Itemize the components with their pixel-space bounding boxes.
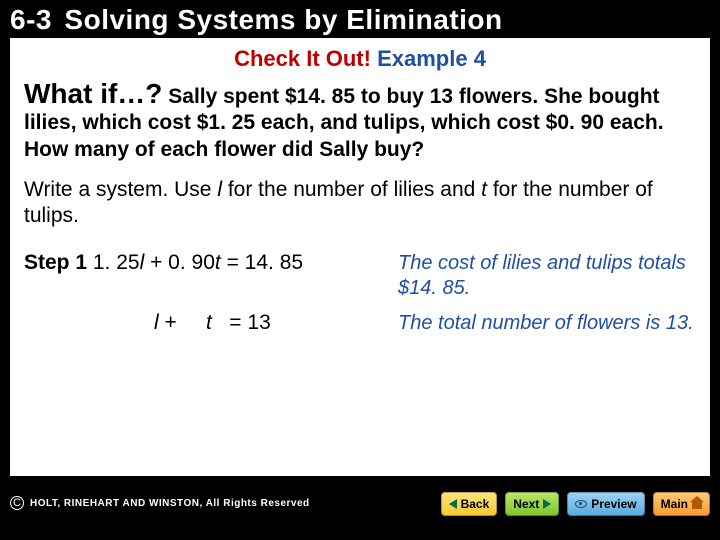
- back-label: Back: [461, 497, 490, 511]
- back-arrow-icon: [449, 499, 457, 509]
- eye-icon: [575, 500, 587, 508]
- step1-eq-a: 1. 25: [87, 251, 140, 274]
- instruction-mid1: for the number of lilies and: [222, 178, 481, 201]
- slide-body: Check It Out! Example 4 What if…? Sally …: [10, 38, 710, 476]
- step-1-row: Step 1 1. 25l + 0. 90t = 14. 85 The cost…: [24, 251, 696, 301]
- slide-footer: C HOLT, RINEHART AND WINSTON, All Rights…: [0, 484, 720, 540]
- steps-block: Step 1 1. 25l + 0. 90t = 14. 85 The cost…: [24, 251, 696, 336]
- example-label: Example 4: [377, 46, 486, 71]
- chapter-number: 6-3: [10, 4, 52, 35]
- check-line: Check It Out! Example 4: [24, 46, 696, 72]
- step-2-row: l + t = 13 The total number of flowers i…: [24, 311, 696, 336]
- chapter-num-text: 6-3: [10, 4, 52, 35]
- step-2-note: The total number of flowers is 13.: [394, 311, 696, 336]
- step2-eq-b: +: [159, 311, 206, 334]
- next-button[interactable]: Next: [505, 492, 559, 516]
- step2-eq-d: = 13: [212, 311, 271, 334]
- back-button[interactable]: Back: [441, 492, 498, 516]
- instruction-text: Write a system. Use l for the number of …: [24, 177, 696, 230]
- step-1-note: The cost of lilies and tulips totals $14…: [394, 251, 696, 301]
- step1-eq-c: + 0. 90: [144, 251, 215, 274]
- next-arrow-icon: [543, 499, 551, 509]
- step1-eq-e: = 14. 85: [221, 251, 303, 274]
- check-it-out-label: Check It Out!: [234, 46, 371, 71]
- what-if-label: What if…?: [24, 78, 162, 109]
- next-label: Next: [513, 497, 539, 511]
- step-1-equation: Step 1 1. 25l + 0. 90t = 14. 85: [24, 251, 394, 275]
- instruction-pre: Write a system. Use: [24, 178, 217, 201]
- problem-block: What if…? Sally spent $14. 85 to buy 13 …: [24, 78, 696, 163]
- copyright-icon: C: [10, 496, 24, 510]
- home-icon: [692, 502, 702, 509]
- main-label: Main: [661, 497, 688, 511]
- step-2-equation: l + t = 13: [24, 311, 394, 335]
- slide-header: 6-3 Solving Systems by Elimination: [0, 0, 720, 38]
- step-1-label: Step 1: [24, 251, 87, 274]
- main-button[interactable]: Main: [653, 492, 710, 516]
- slide-title: Solving Systems by Elimination: [64, 4, 502, 35]
- preview-button[interactable]: Preview: [567, 492, 644, 516]
- copyright-text: HOLT, RINEHART AND WINSTON, All Rights R…: [30, 498, 310, 509]
- nav-buttons: Back Next Preview Main: [441, 492, 710, 516]
- copyright-block: C HOLT, RINEHART AND WINSTON, All Rights…: [10, 496, 310, 510]
- preview-label: Preview: [591, 497, 636, 511]
